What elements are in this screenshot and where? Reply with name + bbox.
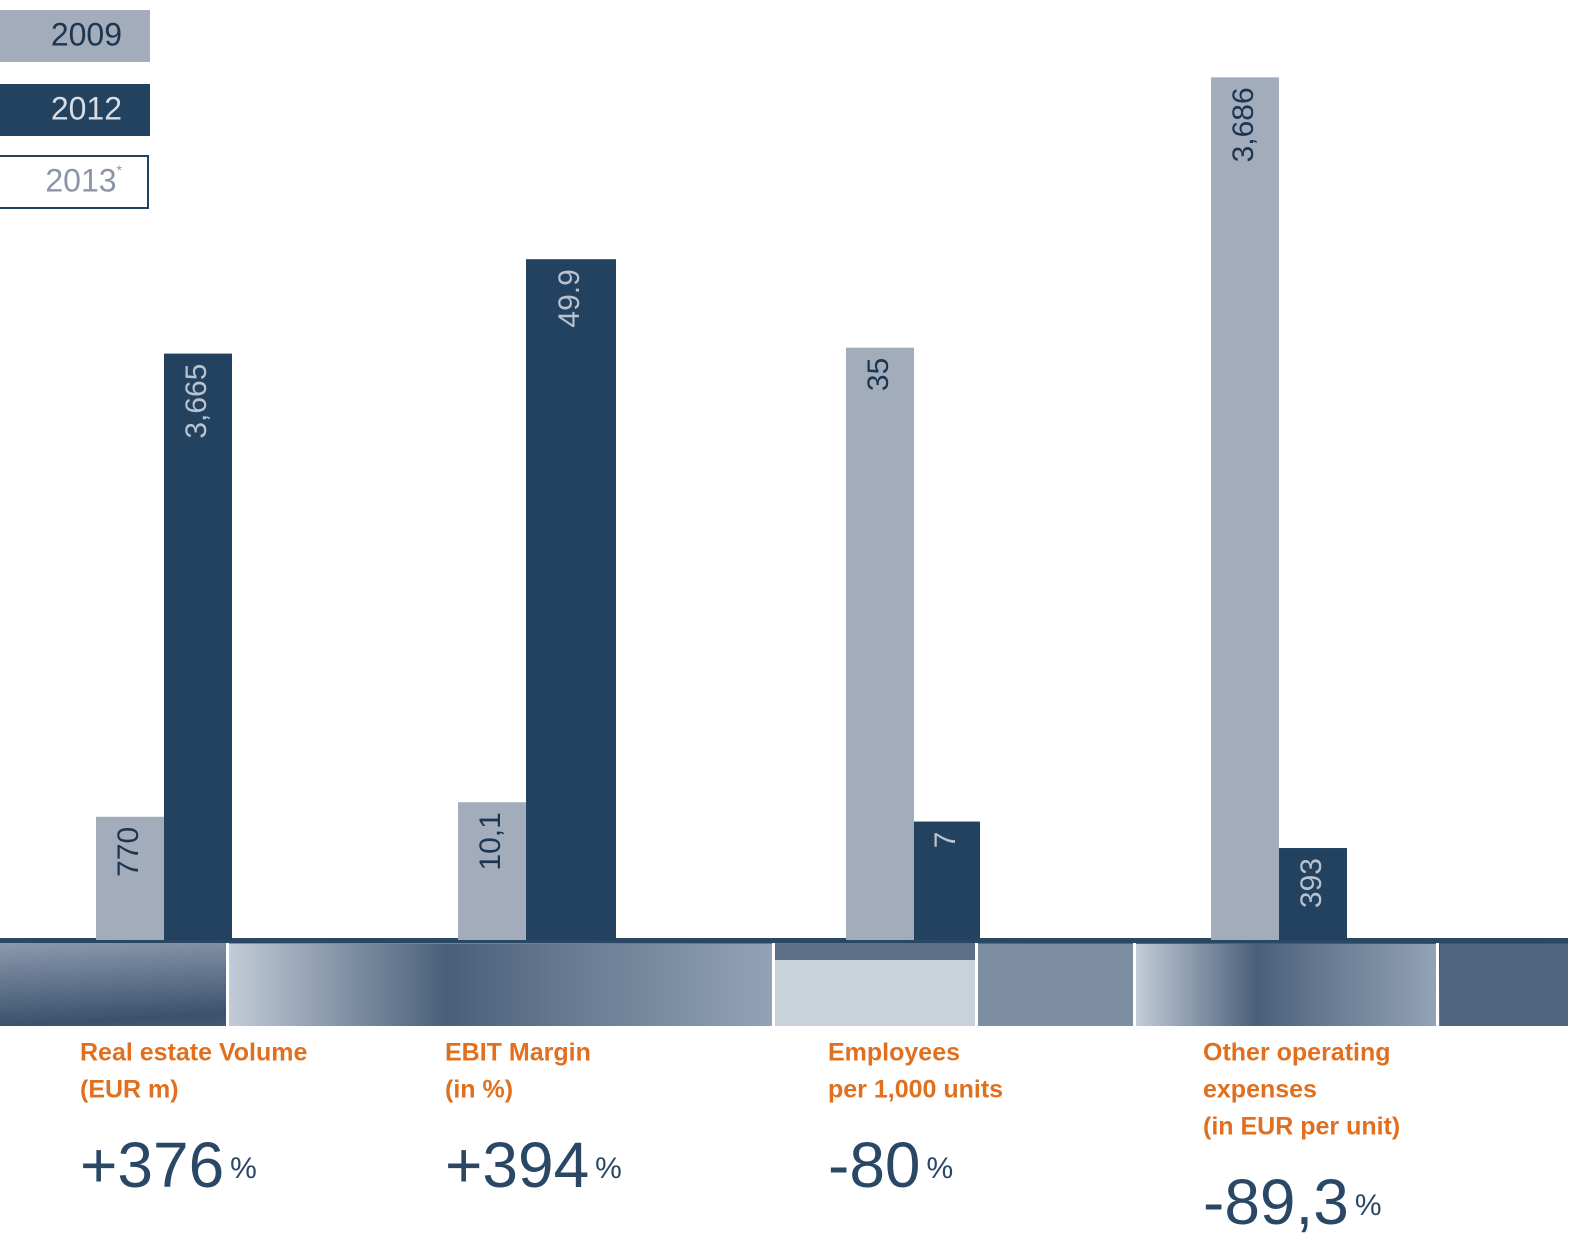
value-label: 49.9 bbox=[553, 269, 586, 327]
bar bbox=[526, 259, 616, 940]
category-title: (in %) bbox=[445, 1076, 513, 1104]
category-title: (in EUR per unit) bbox=[1203, 1113, 1400, 1141]
value-label: 7 bbox=[929, 832, 962, 849]
value-label: 35 bbox=[862, 358, 895, 391]
bar bbox=[1279, 848, 1347, 940]
category-title: expenses bbox=[1203, 1076, 1317, 1104]
change-value: +394% bbox=[445, 1129, 622, 1201]
change-unit: % bbox=[230, 1152, 257, 1185]
bar bbox=[96, 816, 164, 940]
value-label: 770 bbox=[112, 827, 145, 877]
value-label: 393 bbox=[1295, 858, 1328, 908]
category-title: per 1,000 units bbox=[828, 1076, 1003, 1104]
category-title: (EUR m) bbox=[80, 1076, 179, 1104]
change-value: -89,3% bbox=[1203, 1166, 1382, 1238]
change-number: +376 bbox=[80, 1129, 224, 1201]
change-unit: % bbox=[1355, 1189, 1382, 1222]
change-value: -80% bbox=[828, 1129, 953, 1201]
bar bbox=[914, 821, 980, 940]
legend-label: 2009 bbox=[51, 16, 122, 52]
category-title: EBIT Margin bbox=[445, 1039, 591, 1067]
change-unit: % bbox=[595, 1152, 622, 1185]
legend-swatch bbox=[0, 10, 150, 62]
value-label: 10,1 bbox=[474, 812, 507, 870]
value-label: 3,665 bbox=[180, 364, 213, 439]
change-number: -89,3 bbox=[1203, 1166, 1349, 1238]
bar bbox=[458, 802, 526, 940]
change-unit: % bbox=[927, 1152, 954, 1185]
legend-swatch bbox=[0, 155, 149, 209]
legend-label: 2012 bbox=[51, 90, 122, 126]
value-label: 3,686 bbox=[1227, 87, 1260, 162]
category-title: Other operating bbox=[1203, 1039, 1391, 1067]
legend-sup: * bbox=[117, 162, 123, 178]
photo-strip bbox=[0, 938, 1568, 1026]
change-number: +394 bbox=[445, 1129, 589, 1201]
change-number: -80 bbox=[828, 1129, 921, 1201]
bar bbox=[846, 347, 914, 940]
change-value: +376% bbox=[80, 1129, 257, 1201]
legend-label: 2013* bbox=[45, 162, 122, 199]
category-title: Real estate Volume bbox=[80, 1039, 308, 1067]
bar bbox=[164, 353, 232, 941]
legend-swatch bbox=[0, 84, 150, 136]
bar bbox=[1211, 77, 1279, 940]
category-title: Employees bbox=[828, 1039, 960, 1067]
